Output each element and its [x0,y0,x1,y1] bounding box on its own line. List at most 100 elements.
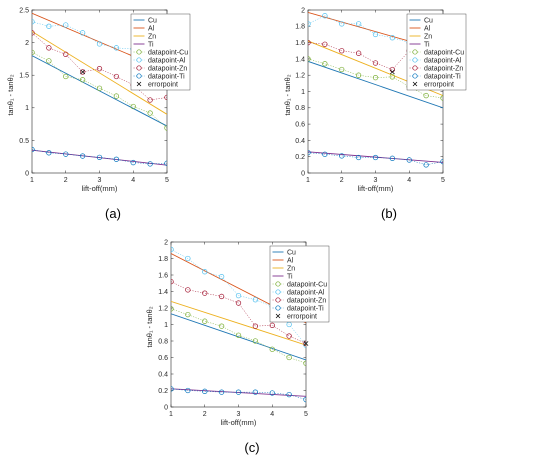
legend-label: datapoint-Al [424,57,462,64]
data-point-marker [406,157,412,163]
data-point-marker [171,386,174,392]
data-point-marker [202,290,208,296]
data-point-marker [372,74,379,81]
series-connector-datapoint-ti [32,149,167,165]
data-point-marker [269,322,275,328]
data-point-marker [372,154,379,161]
y-tick-label: 1.6 [295,40,305,47]
data-point-marker [147,161,153,167]
data-point-marker [303,342,306,348]
data-point-marker [252,297,259,303]
series-connector-datapoint-ti [171,388,306,400]
y-tick-label: 1.2 [295,73,305,80]
legend: CuAlZnTidatapoint-Cudatapoint-Aldatapoin… [269,245,330,323]
y-tick-label: 0.6 [295,122,305,129]
error-point-marker [303,341,309,346]
data-point-marker [113,93,120,99]
y-tick-label: 1 [301,89,305,96]
x-tick-label: 1 [169,411,173,418]
data-point-marker [286,333,292,339]
legend-label: Al [287,257,294,264]
legend-marker [275,313,281,319]
legend-label: datapoint-Ti [287,305,324,312]
legend-label: datapoint-Cu [148,49,188,56]
x-tick-label: 4 [131,177,135,184]
data-point-marker [252,323,259,329]
legend-label: Cu [287,249,296,256]
data-point-marker [308,39,311,46]
y-tick-label: 2 [301,7,305,14]
legend-label: Cu [424,17,433,24]
data-point-marker [235,389,242,395]
data-point-marker [235,300,242,306]
data-point-marker [185,287,191,293]
data-point-marker [218,293,225,300]
series-connector-datapoint-zn [171,281,306,344]
data-point-marker [202,388,208,394]
data-point-marker [308,21,311,27]
x-tick-label: 2 [64,177,68,184]
data-point-marker [303,340,306,347]
data-point-marker [218,323,225,329]
data-point-marker [252,338,259,344]
legend-label: Zn [148,33,156,40]
fit-line-cu [308,60,443,109]
data-point-marker [63,151,69,157]
fit-line-zn [171,300,306,346]
series-group [171,246,306,403]
x-axis-label: lift-off(mm) [221,418,257,427]
x-tick-label: 5 [304,411,308,418]
y-tick-label: 2.5 [19,7,29,14]
data-point-marker [322,13,328,19]
error-point-marker [80,69,85,75]
series-connector-datapoint-cu [171,308,306,364]
data-point-marker [171,278,174,285]
x-tick-label: 4 [407,177,411,184]
data-point-marker [269,346,275,352]
y-tick-label: 0.2 [158,388,168,395]
data-point-marker [218,274,225,280]
y-tick-label: 0.8 [158,338,168,345]
data-point-marker [164,94,167,101]
y-tick-label: 0.6 [158,355,168,362]
legend-marker [412,73,418,79]
data-point-marker [147,110,153,116]
panel-caption: (a) [105,206,121,221]
data-point-marker [79,77,86,83]
legend-label: datapoint-Ti [424,73,461,80]
series-group [32,12,167,167]
data-point-marker [164,160,167,166]
data-point-marker [96,66,103,72]
data-point-marker [355,154,362,161]
legend-label: errorpoint [424,81,454,88]
legend-marker [412,81,418,87]
data-point-marker [252,389,259,395]
data-point-marker [339,48,345,54]
y-tick-label: 1.8 [158,256,168,263]
data-point-marker [423,92,429,99]
data-point-marker [322,151,328,157]
legend-label: datapoint-Cu [287,281,327,288]
data-point-marker [79,69,86,75]
x-axis-label: lift-off(mm) [82,184,118,193]
data-point-marker [355,50,362,56]
data-point-marker [46,23,52,29]
data-point-marker [96,85,103,91]
legend: CuAlZnTidatapoint-Cudatapoint-Aldatapoin… [406,13,467,91]
fit-line-ti [308,151,443,163]
legend-label: Zn [424,33,432,40]
y-axis-label: tanθ₁ - tanθ₂ [6,74,15,115]
data-point-marker [63,51,69,57]
y-tick-label: 0.5 [19,138,29,145]
chart-panel: 0 0.2 0.4 0.6 0.8 1 1.2 1.4 1.6 1.8 2 1 2 3 4 5 lift-off… [145,239,330,427]
data-point-marker [308,56,311,62]
x-tick-label: 2 [340,177,344,184]
series-connector-datapoint-cu [308,58,443,99]
data-point-marker [46,58,52,64]
data-point-marker [423,162,429,168]
data-point-marker [96,41,103,47]
y-tick-label: 1.6 [158,272,168,279]
fit-line-ti [171,388,306,397]
x-tick-label: 5 [165,177,169,184]
